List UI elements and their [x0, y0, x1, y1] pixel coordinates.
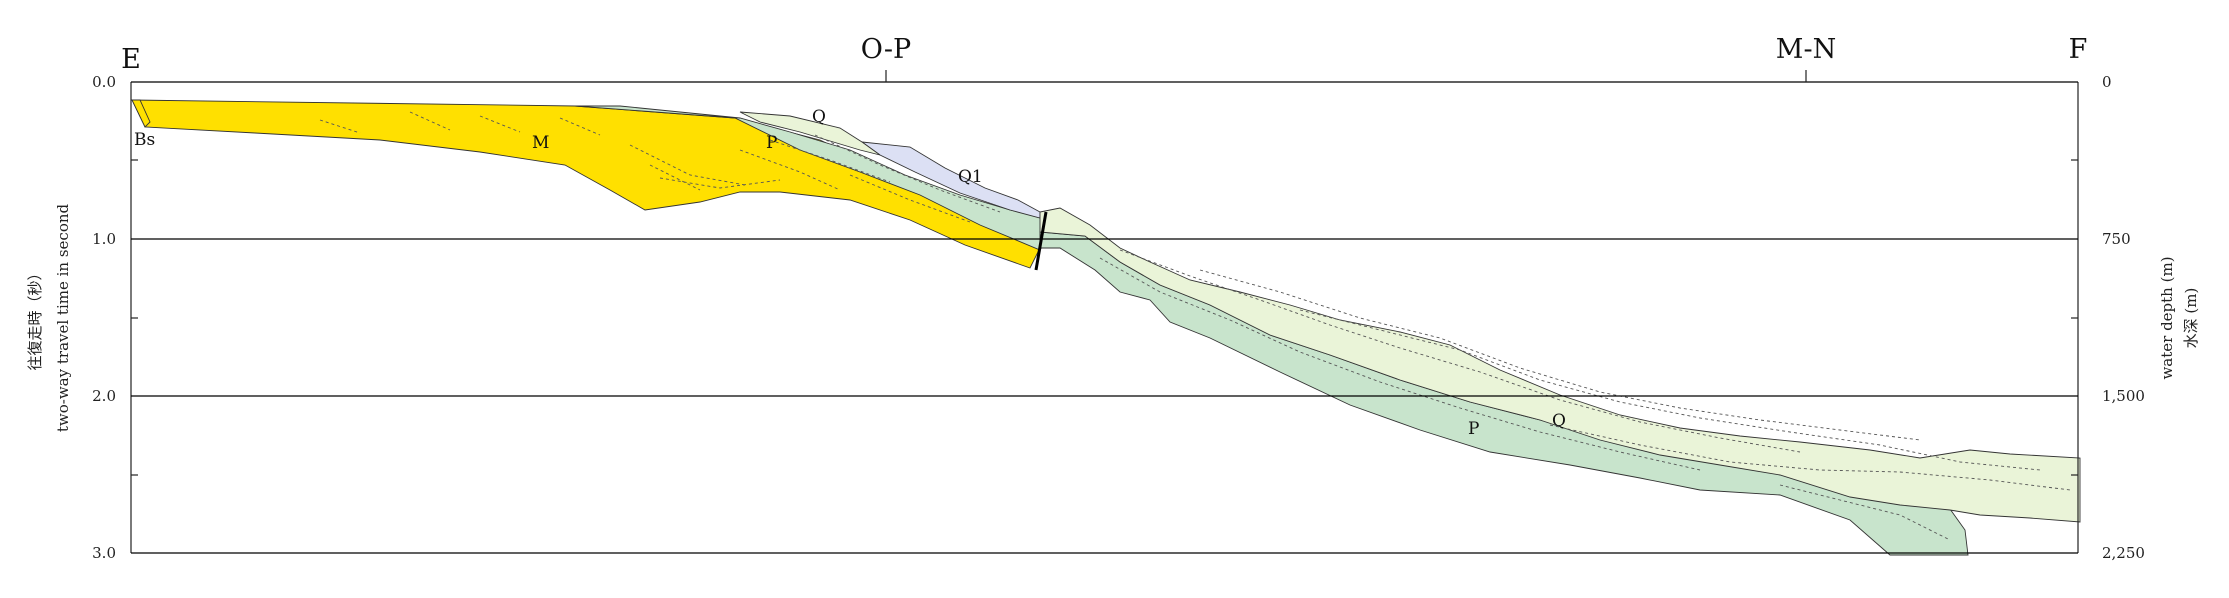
left-tick-label: 1.0 — [92, 230, 116, 248]
unit-label-m: M — [532, 133, 549, 153]
station-left-label: E — [121, 44, 141, 75]
unit-label-q-upper: Q — [812, 107, 826, 127]
unit-label-bs: Bs — [134, 130, 155, 150]
unit-label-p-lower: P — [1468, 419, 1479, 439]
unit-q-upper-polygon — [739, 111, 881, 156]
unit-q-lower-polygon — [1039, 207, 2081, 523]
right-axis-title-jp: 水深 (m) — [2182, 288, 2200, 349]
left-tick-label: 3.0 — [92, 544, 116, 562]
right-tick-label: 0 — [2102, 73, 2112, 91]
crossing-op-label: O-P — [861, 34, 911, 65]
right-axis-title-en: water depth (m) — [2158, 256, 2176, 379]
unit-bs-polygon — [131, 99, 151, 128]
right-tick-label: 1,500 — [2102, 387, 2145, 405]
unit-label-q1: Q1 — [958, 167, 983, 187]
left-tick-label: 2.0 — [92, 387, 116, 405]
left-axis-title-en: two-way travel time in second — [54, 203, 72, 432]
station-right-label: F — [2069, 34, 2088, 65]
fault-line — [1034, 211, 1048, 271]
right-tick-label: 2,250 — [2102, 544, 2145, 562]
unit-label-p-upper: P — [766, 133, 777, 153]
crossing-mn-label: M-N — [1776, 34, 1836, 65]
internal-reflectors — [319, 111, 2071, 541]
frame — [130, 70, 2079, 554]
left-axis-title-jp: 往復走時（秒） — [26, 265, 44, 370]
left-tick-label: 0.0 — [92, 73, 116, 91]
right-tick-label: 750 — [2102, 230, 2131, 248]
unit-label-q-lower: Q — [1552, 411, 1566, 431]
